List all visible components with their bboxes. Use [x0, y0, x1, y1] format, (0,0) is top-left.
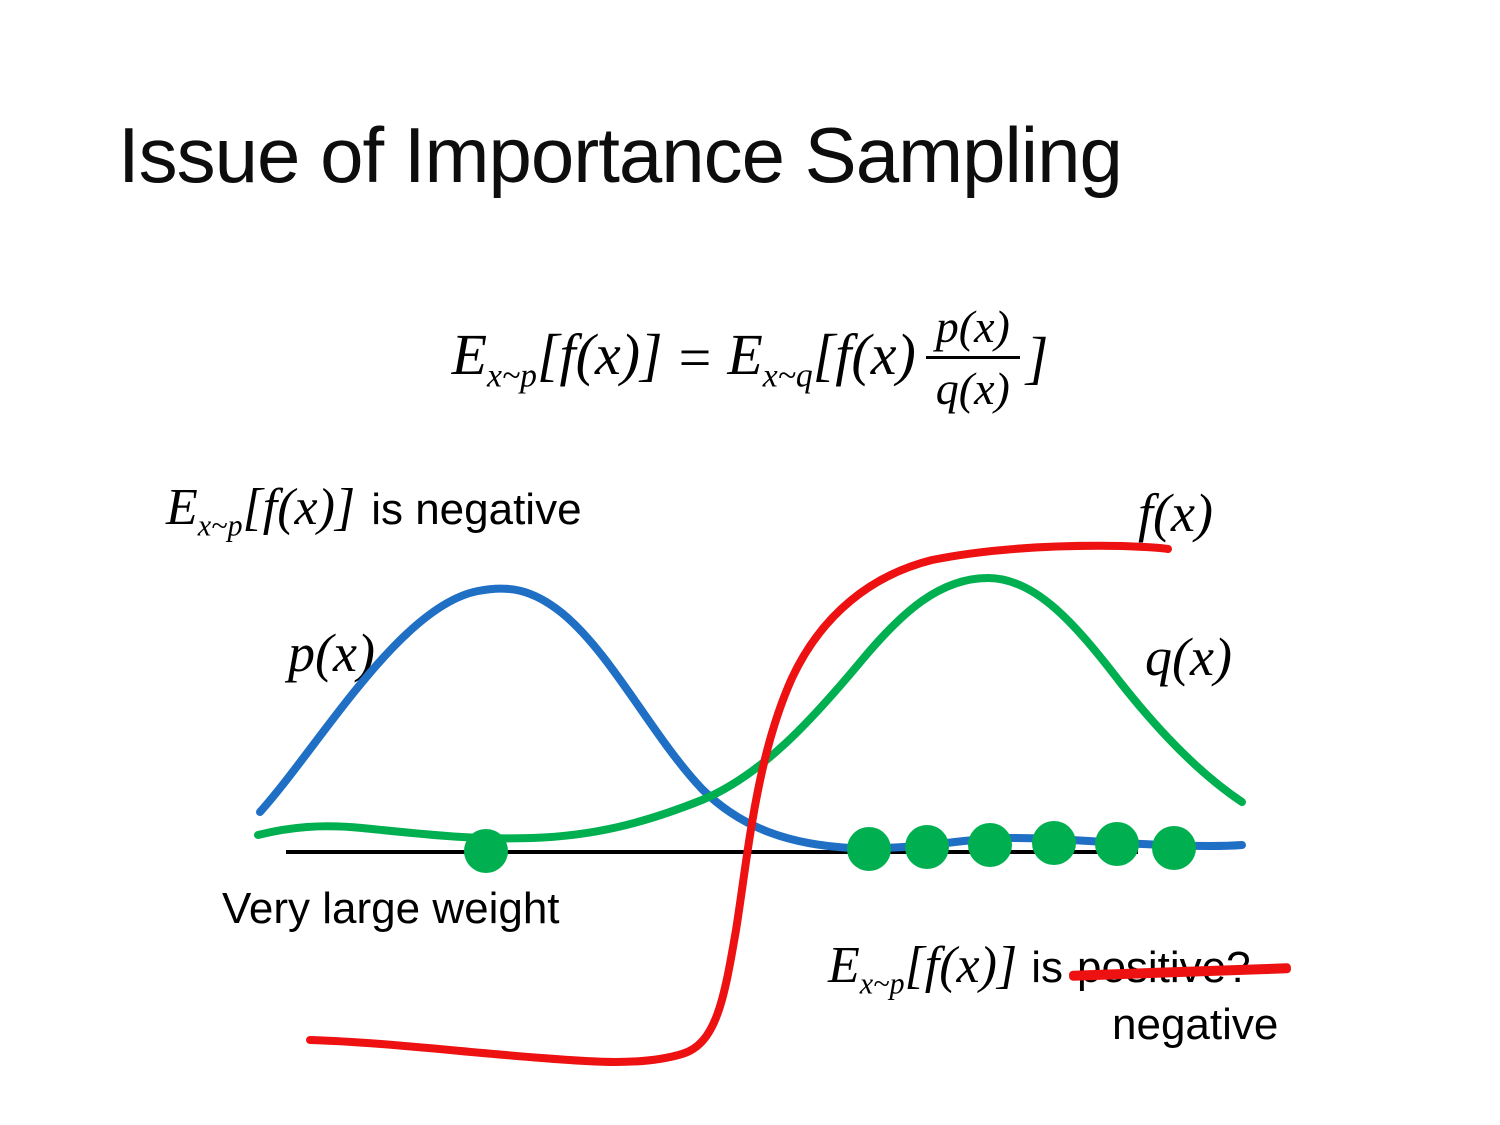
- expectation-positive-note: Ex~p[f(x)] is positive?: [828, 936, 1291, 999]
- sample-dot-2: [905, 825, 949, 869]
- f-curve-label: f(x): [1138, 483, 1213, 543]
- q-curve: [254, 573, 1246, 843]
- formula-rhs-subscript: x~q: [762, 357, 813, 395]
- left-note-math: Ex~p[f(x)]: [166, 478, 355, 541]
- left-note-E: E: [166, 479, 198, 536]
- formula-lhs: Ex~p[f(x)]: [452, 321, 663, 393]
- sample-dot-1: [847, 827, 891, 871]
- left-note-subscript: x~p: [197, 508, 243, 543]
- bottom-note-struck-word-wrap: positive?: [1068, 943, 1291, 993]
- very-large-weight-note: Very large weight: [222, 884, 560, 933]
- formula-lhs-E: E: [451, 322, 488, 388]
- sample-dot-6: [1152, 826, 1196, 870]
- formula-equals: =: [678, 325, 712, 390]
- bottom-note-math: Ex~p[f(x)]: [828, 936, 1017, 999]
- sample-dot-5: [1095, 822, 1139, 866]
- q-curve-label: q(x): [1145, 627, 1232, 687]
- left-note-text: is negative: [371, 485, 582, 534]
- p-curve-label: p(x): [288, 623, 375, 683]
- formula-fraction: p(x) q(x): [925, 300, 1020, 415]
- sample-dot-left: [464, 829, 508, 873]
- formula-rhs-close: ]: [1025, 325, 1049, 390]
- slide-title: Issue of Importance Sampling: [118, 111, 1123, 199]
- formula-fraction-numerator: p(x): [925, 300, 1020, 359]
- formula-rhs-E: E: [727, 322, 763, 388]
- sample-dot-4: [1032, 821, 1076, 865]
- bottom-note-subscript: x~p: [859, 966, 905, 1001]
- formula-rhs: Ex~q[f(x): [727, 321, 915, 393]
- formula-rhs-open: [f(x): [812, 322, 916, 388]
- correction-negative: negative: [1112, 1000, 1279, 1049]
- formula-lhs-subscript: x~p: [487, 357, 537, 395]
- formula-fraction-denominator: q(x): [935, 363, 1010, 414]
- left-note-bracket: [f(x)]: [242, 479, 356, 536]
- importance-sampling-formula: Ex~p[f(x)] = Ex~q[f(x) p(x) q(x) ]: [0, 300, 1500, 415]
- bottom-note-E: E: [828, 937, 860, 994]
- f-curve: [306, 541, 1172, 1066]
- formula-lhs-bracket: [f(x)]: [536, 322, 663, 388]
- bottom-note-is: is: [1031, 943, 1063, 992]
- bottom-note-bracket: [f(x)]: [904, 937, 1018, 994]
- sample-dot-3: [968, 823, 1012, 867]
- expectation-negative-note: Ex~p[f(x)] is negative: [166, 478, 582, 541]
